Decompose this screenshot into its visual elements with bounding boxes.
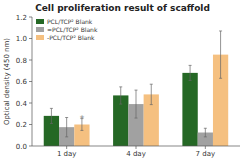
y-tick-label: 0.0: [16, 143, 27, 151]
error-cap: [135, 118, 138, 119]
error-cap: [65, 117, 68, 118]
legend-swatch: [36, 19, 44, 24]
y-tick-label: 0.8: [16, 57, 27, 65]
legend-swatch: [36, 27, 44, 32]
bar-texture: [182, 73, 197, 146]
bar: [182, 73, 197, 146]
legend-swatch-texture: [36, 27, 44, 32]
y-tick: [29, 17, 32, 18]
legend: PCL/TCP² Blank=PCL/TCP² Blank-PCL/TCP² B…: [36, 18, 98, 41]
error-cap: [189, 65, 192, 66]
error-cap: [219, 30, 222, 31]
error-bar: [219, 31, 222, 78]
title: Cell proliferation result of scaffold: [35, 3, 210, 13]
error-cap: [219, 78, 222, 79]
error-line: [136, 90, 137, 118]
error-bar: [50, 108, 53, 123]
error-cap: [204, 128, 207, 129]
error-line: [51, 108, 52, 123]
chart: Cell proliferation result of scaffold Opt…: [0, 0, 245, 159]
error-line: [66, 118, 67, 137]
y-tick: [29, 124, 32, 125]
error-line: [120, 87, 121, 104]
error-cap: [150, 104, 153, 105]
y-tick-label: 1.2: [16, 14, 27, 22]
plot-marks: [44, 31, 228, 146]
legend-label: PCL/TCP² Blank: [47, 18, 93, 25]
error-cap: [50, 123, 53, 124]
error-cap: [119, 104, 122, 105]
error-cap: [135, 90, 138, 91]
error-cap: [189, 80, 192, 81]
y-axis: [32, 17, 33, 146]
x-tick: [136, 146, 137, 149]
y-tick-label: 0.6: [16, 78, 28, 86]
error-cap: [65, 136, 68, 137]
y-tick-label: 0.2: [16, 121, 27, 129]
annotation: *: [80, 114, 85, 124]
error-cap: [119, 86, 122, 87]
legend-swatch-texture: [36, 19, 44, 24]
x-tick: [66, 146, 67, 149]
y-tick: [29, 81, 32, 82]
error-bar: [65, 118, 68, 137]
error-cap: [80, 130, 83, 131]
x-tick-label: 7 day: [196, 150, 216, 158]
error-line: [220, 31, 221, 78]
legend-label: -PCL/TCP² Blank: [47, 34, 95, 41]
error-bar: [189, 65, 192, 80]
error-bar: [150, 84, 153, 104]
y-axis-label: Optical density (450 nm): [3, 38, 11, 125]
error-cap: [50, 108, 53, 109]
error-line: [205, 128, 206, 137]
x-tick: [205, 146, 206, 149]
error-line: [151, 84, 152, 104]
error-cap: [150, 84, 153, 85]
y-tick: [29, 60, 32, 61]
legend-label: =PCL/TCP² Blank: [47, 26, 98, 33]
error-cap: [204, 136, 207, 137]
y-tick-label: 0.4: [16, 100, 28, 108]
error-bar: [119, 87, 122, 104]
error-bar: [204, 128, 207, 137]
x-tick-label: 4 day: [126, 150, 146, 158]
x-tick-label: 1 day: [57, 150, 77, 158]
y-tick: [29, 38, 32, 39]
y-tick: [29, 146, 32, 147]
legend-swatch: [36, 35, 44, 40]
error-bar: [135, 90, 138, 118]
y-tick: [29, 103, 32, 104]
y-tick-label: 1.0: [16, 35, 27, 43]
error-line: [190, 65, 191, 80]
